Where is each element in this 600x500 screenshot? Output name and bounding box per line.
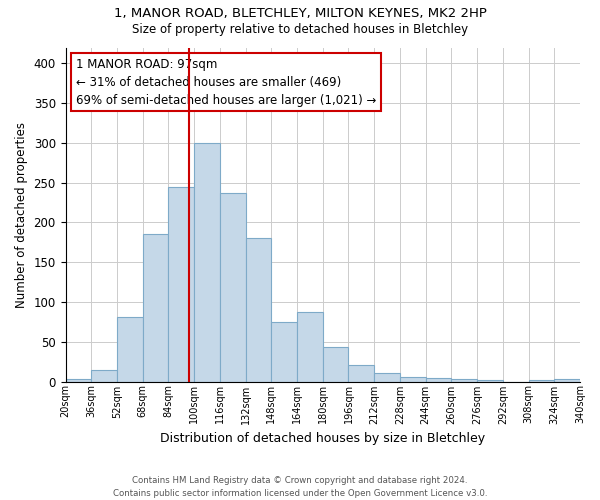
X-axis label: Distribution of detached houses by size in Bletchley: Distribution of detached houses by size … <box>160 432 485 445</box>
Text: 1 MANOR ROAD: 97sqm
← 31% of detached houses are smaller (469)
69% of semi-detac: 1 MANOR ROAD: 97sqm ← 31% of detached ho… <box>76 58 376 106</box>
Bar <box>91 370 117 382</box>
Bar <box>169 186 194 382</box>
Bar <box>529 380 554 382</box>
Text: Size of property relative to detached houses in Bletchley: Size of property relative to detached ho… <box>132 22 468 36</box>
Bar <box>451 379 477 382</box>
Bar <box>245 238 271 382</box>
Bar <box>117 317 143 382</box>
Bar <box>297 312 323 382</box>
Bar <box>554 379 580 382</box>
Text: Contains HM Land Registry data © Crown copyright and database right 2024.
Contai: Contains HM Land Registry data © Crown c… <box>113 476 487 498</box>
Bar <box>194 143 220 382</box>
Y-axis label: Number of detached properties: Number of detached properties <box>15 122 28 308</box>
Bar <box>143 234 169 382</box>
Bar <box>477 380 503 382</box>
Bar <box>220 193 245 382</box>
Bar <box>400 376 425 382</box>
Bar <box>374 373 400 382</box>
Bar <box>349 365 374 382</box>
Bar <box>65 379 91 382</box>
Bar <box>323 348 349 382</box>
Text: 1, MANOR ROAD, BLETCHLEY, MILTON KEYNES, MK2 2HP: 1, MANOR ROAD, BLETCHLEY, MILTON KEYNES,… <box>113 8 487 20</box>
Bar <box>271 322 297 382</box>
Bar <box>425 378 451 382</box>
